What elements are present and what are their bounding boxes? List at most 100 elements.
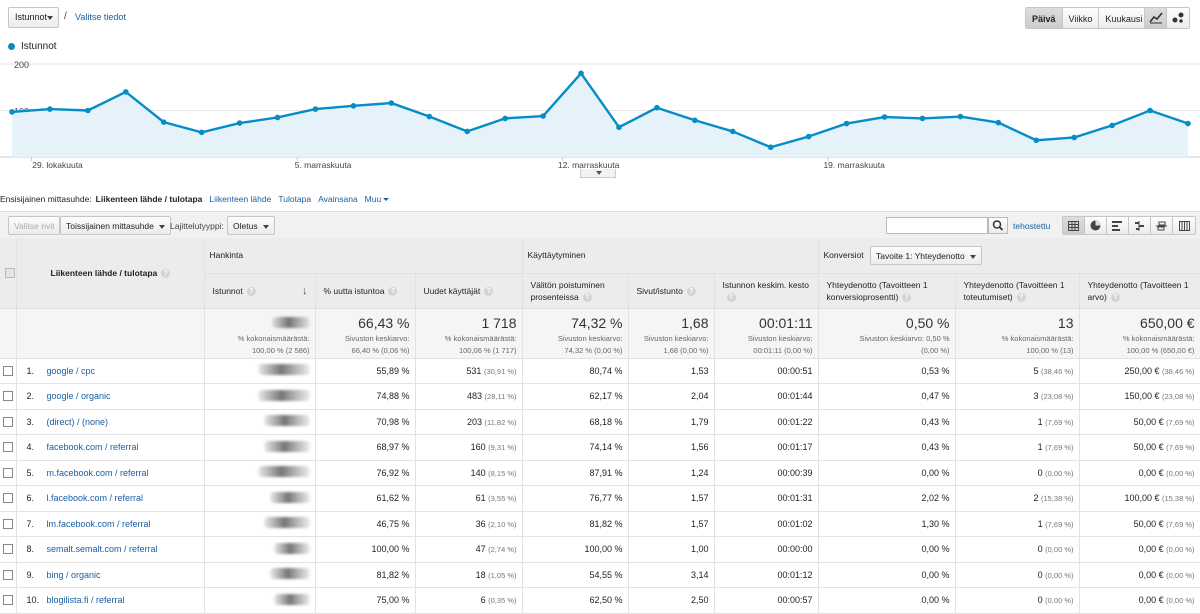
source-medium-link[interactable]: google / cpc xyxy=(46,365,96,376)
row-checkbox[interactable] xyxy=(2,365,13,376)
source-medium-link[interactable]: semalt.semalt.com / referral xyxy=(46,544,158,555)
table-row[interactable]: 1. google / cpc 55,89 % 531 (30,91 %) 80,74 … xyxy=(0,358,1200,384)
column-header[interactable]: Yhteydenotto (Tavoitteen 1 toteutumiset)… xyxy=(955,273,1080,309)
source-medium-link[interactable]: l.facebook.com / referral xyxy=(46,493,144,504)
help-icon[interactable]: ? xyxy=(726,292,736,302)
sort-type-select[interactable]: Oletus xyxy=(227,216,275,235)
help-icon[interactable]: ? xyxy=(1016,292,1026,302)
motion-chart-button[interactable] xyxy=(1167,8,1189,28)
column-header[interactable]: Välitön poistuminen prosenteissa? xyxy=(522,273,629,309)
source-medium-link[interactable]: bing / organic xyxy=(46,569,101,580)
period-month-button[interactable]: Kuukausi xyxy=(1099,8,1149,28)
help-icon[interactable]: ? xyxy=(161,268,171,278)
period-week-button[interactable]: Viikko xyxy=(1062,8,1100,28)
table-row[interactable]: 6. l.facebook.com / referral 61,62 % 61 (3,… xyxy=(0,485,1200,512)
source-medium-link[interactable]: google / organic xyxy=(46,391,111,402)
help-icon[interactable]: ? xyxy=(902,292,912,302)
help-icon[interactable]: ? xyxy=(388,286,398,296)
help-icon[interactable]: ? xyxy=(484,286,494,296)
table-row[interactable]: 2. google / organic 74,88 % 483 (28,11 %) 62… xyxy=(0,383,1200,410)
performance-view-button[interactable] xyxy=(1107,217,1129,234)
data-point[interactable] xyxy=(274,114,281,121)
source-medium-link[interactable]: blogilista.fi / referral xyxy=(46,595,125,606)
column-header[interactable]: % uutta istuntoa? xyxy=(315,273,416,309)
data-point[interactable] xyxy=(1185,120,1191,127)
data-point[interactable] xyxy=(843,120,850,127)
data-point[interactable] xyxy=(729,128,736,135)
data-point[interactable] xyxy=(388,100,395,106)
pivot-view-button[interactable] xyxy=(1173,217,1195,234)
dimension-link-keyword[interactable]: Avainsana xyxy=(318,194,358,204)
line-chart-button[interactable] xyxy=(1145,8,1167,28)
row-checkbox[interactable] xyxy=(2,544,13,555)
dimension-link-source[interactable]: Liikenteen lähde xyxy=(209,194,272,204)
row-checkbox[interactable] xyxy=(2,391,13,402)
period-day-button[interactable]: Päivä xyxy=(1026,8,1063,28)
search-button[interactable] xyxy=(988,217,1008,234)
data-point[interactable] xyxy=(9,109,15,115)
row-checkbox[interactable] xyxy=(2,416,13,427)
select-all-checkbox[interactable] xyxy=(5,267,16,278)
chart-collapse-toggle[interactable] xyxy=(580,169,616,178)
data-point[interactable] xyxy=(85,107,91,114)
row-checkbox[interactable] xyxy=(2,518,13,529)
data-point[interactable] xyxy=(616,124,622,131)
goal-select[interactable]: Tavoite 1: Yhteydenotto xyxy=(870,245,982,265)
data-point[interactable] xyxy=(995,119,1002,126)
table-row[interactable]: 8. semalt.semalt.com / referral 100,00 % 47… xyxy=(0,536,1200,563)
row-checkbox[interactable] xyxy=(2,569,13,580)
term-cloud-view-button[interactable] xyxy=(1151,217,1173,234)
data-point[interactable] xyxy=(957,113,964,120)
data-point[interactable] xyxy=(160,119,167,125)
column-header[interactable]: Sivut/istunto? xyxy=(628,273,715,309)
dimension-link-medium[interactable]: Tulotapa xyxy=(278,194,312,204)
table-row[interactable]: 10. blogilista.fi / referral 75,00 % 6 (0,3… xyxy=(0,587,1200,614)
data-point[interactable] xyxy=(578,70,584,77)
row-checkbox[interactable] xyxy=(2,595,13,606)
advanced-filter-link[interactable]: tehostettu xyxy=(1013,221,1051,231)
data-point[interactable] xyxy=(464,128,471,135)
data-point[interactable] xyxy=(1109,122,1115,129)
data-point[interactable] xyxy=(805,133,812,140)
table-row[interactable]: 7. lm.facebook.com / referral 46,75 % 36 (2… xyxy=(0,511,1200,537)
help-icon[interactable]: ? xyxy=(1110,292,1120,302)
data-point[interactable] xyxy=(919,115,926,122)
data-point[interactable] xyxy=(540,113,546,119)
data-point[interactable] xyxy=(1071,134,1077,141)
data-view-button[interactable] xyxy=(1063,217,1085,234)
table-row[interactable]: 4. facebook.com / referral 68,97 % 160 (9,3… xyxy=(0,434,1200,461)
source-medium-link[interactable]: m.facebook.com / referral xyxy=(46,467,149,478)
data-point[interactable] xyxy=(1147,107,1153,114)
table-search-input[interactable] xyxy=(886,217,988,234)
select-metric-link[interactable]: Valitse tiedot xyxy=(75,12,126,22)
help-icon[interactable]: ? xyxy=(582,292,592,302)
source-medium-link[interactable]: (direct) / (none) xyxy=(46,416,109,427)
column-header[interactable]: Uudet käyttäjät? xyxy=(415,273,523,309)
table-row[interactable]: 9. bing / organic 81,82 % 18 (1,05 %) 54,55 … xyxy=(0,562,1200,588)
data-point[interactable] xyxy=(47,106,53,112)
comparison-view-button[interactable] xyxy=(1129,217,1151,234)
row-checkbox[interactable] xyxy=(2,467,13,478)
metric-select[interactable]: Istunnot xyxy=(8,7,59,28)
secondary-dimension-select[interactable]: Toissijainen mittasuhde xyxy=(60,216,171,235)
source-medium-link[interactable]: lm.facebook.com / referral xyxy=(46,518,151,529)
data-point[interactable] xyxy=(350,103,357,109)
data-point[interactable] xyxy=(1033,137,1040,144)
table-row[interactable]: 5. m.facebook.com / referral 76,92 % 140 (8… xyxy=(0,460,1200,486)
percentage-view-button[interactable] xyxy=(1085,217,1107,234)
data-point[interactable] xyxy=(767,144,774,151)
data-point[interactable] xyxy=(198,129,205,136)
dimension-header[interactable]: Liikenteen lähde / tulotapa? xyxy=(16,238,205,309)
column-header[interactable]: ↓ Istunnot? xyxy=(204,273,316,309)
data-point[interactable] xyxy=(654,104,660,111)
help-icon[interactable]: ? xyxy=(686,286,696,296)
row-checkbox[interactable] xyxy=(2,493,13,504)
table-row[interactable]: 3. (direct) / (none) 70,98 % 203 (11,82 %) 6… xyxy=(0,409,1200,435)
plot-rows-button[interactable]: Valitse rivit xyxy=(8,216,61,235)
column-header[interactable]: Yhteydenotto (Tavoitteen 1 konversiopros… xyxy=(818,273,956,309)
data-point[interactable] xyxy=(692,117,698,124)
data-point[interactable] xyxy=(426,113,433,120)
data-point[interactable] xyxy=(312,106,319,112)
help-icon[interactable]: ? xyxy=(246,286,256,296)
source-medium-link[interactable]: facebook.com / referral xyxy=(46,442,139,453)
